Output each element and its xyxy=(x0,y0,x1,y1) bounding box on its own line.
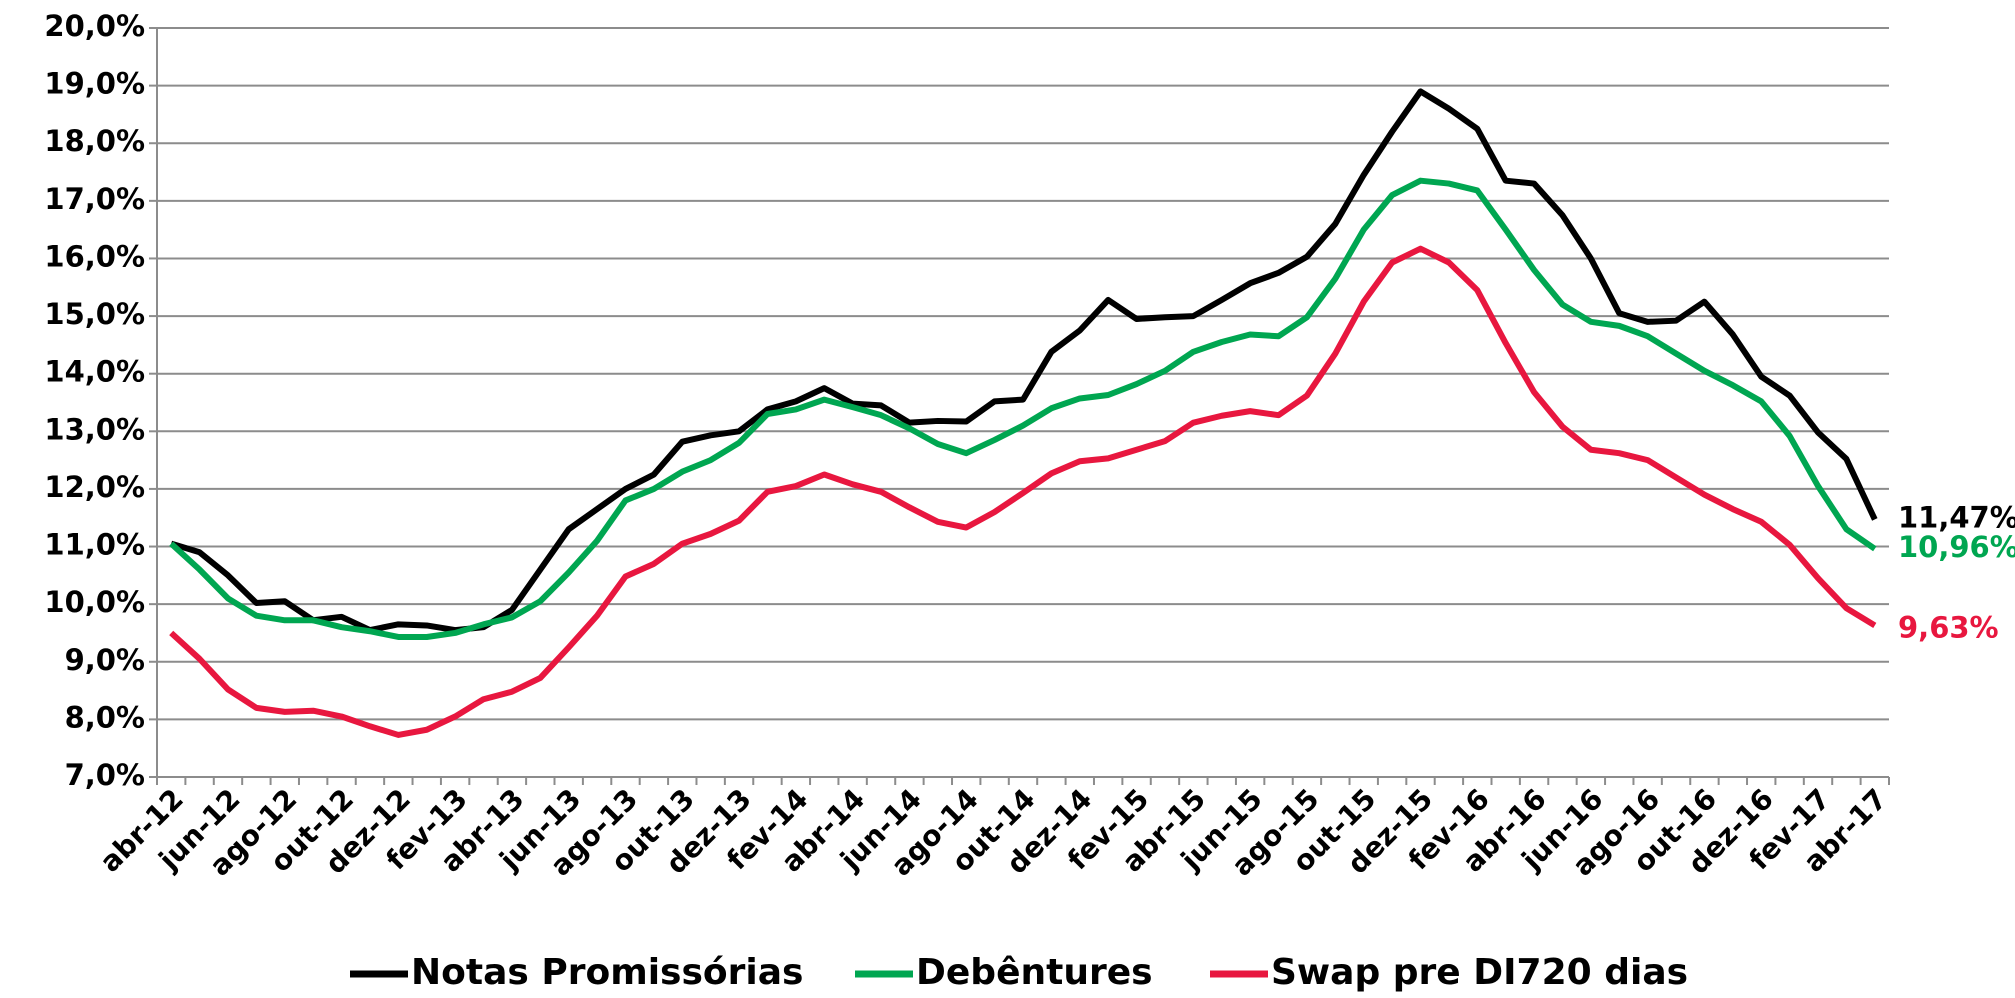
y-tick-label: 12,0% xyxy=(44,470,145,504)
legend-label: Swap pre DI720 dias xyxy=(1271,952,1688,993)
legend-label: Debêntures xyxy=(916,952,1153,993)
y-tick-label: 14,0% xyxy=(44,355,145,389)
y-tick-label: 17,0% xyxy=(44,182,145,216)
y-tick-label: 9,0% xyxy=(65,643,145,677)
y-tick-label: 11,0% xyxy=(44,528,145,562)
end-label: 10,96% xyxy=(1898,530,2015,564)
end-label: 11,47% xyxy=(1898,500,2015,534)
y-tick-label: 13,0% xyxy=(44,412,145,446)
series-line xyxy=(169,245,1877,738)
series-line xyxy=(169,177,1877,640)
y-tick-label: 7,0% xyxy=(65,758,145,792)
legend-label: Notas Promissórias xyxy=(411,952,803,993)
y-tick-label: 15,0% xyxy=(44,297,145,331)
y-tick-label: 16,0% xyxy=(44,239,145,273)
y-tick-label: 18,0% xyxy=(44,124,145,158)
y-tick-label: 19,0% xyxy=(44,67,145,101)
y-tick-label: 8,0% xyxy=(65,700,145,734)
series-line xyxy=(170,88,1878,634)
end-label: 9,63% xyxy=(1898,610,1999,644)
y-tick-label: 10,0% xyxy=(44,585,145,619)
y-tick-label: 20,0% xyxy=(44,9,145,43)
